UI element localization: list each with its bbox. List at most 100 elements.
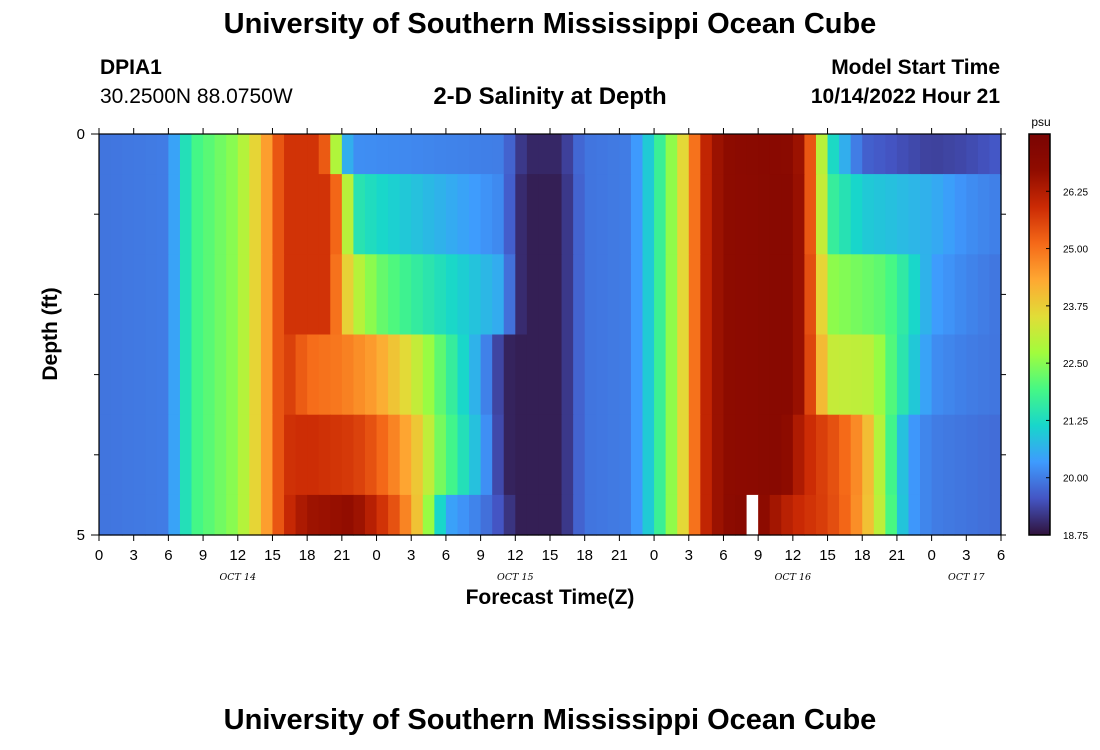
- heatmap-cell: [630, 494, 644, 536]
- heatmap-cell: [688, 414, 701, 496]
- heatmap-cell: [862, 494, 875, 536]
- heatmap-cell: [110, 174, 123, 255]
- heatmap-cell: [526, 134, 540, 175]
- x-tick-label: 9: [199, 547, 207, 564]
- heatmap-cell: [931, 174, 944, 255]
- heatmap-cell: [237, 174, 250, 255]
- heatmap-cell: [665, 494, 678, 536]
- heatmap-cell: [295, 414, 308, 496]
- heatmap-cell: [896, 494, 910, 536]
- heatmap-cell: [538, 494, 551, 536]
- heatmap-cell: [492, 334, 505, 416]
- heatmap-cell: [376, 414, 389, 496]
- heatmap-cell: [642, 414, 655, 496]
- heatmap-cell: [873, 414, 886, 496]
- heatmap-cell: [330, 414, 343, 496]
- heatmap-cell: [908, 334, 921, 416]
- heatmap-cell: [133, 134, 146, 175]
- heatmap-cell: [781, 254, 794, 336]
- heatmap-cell: [122, 334, 135, 416]
- heatmap-cell: [145, 254, 158, 336]
- heatmap-cell: [526, 254, 540, 336]
- x-tick-label: 18: [854, 547, 871, 564]
- heatmap-cell: [677, 254, 690, 336]
- heatmap-cell: [908, 174, 921, 255]
- heatmap-cell: [249, 334, 262, 416]
- heatmap-cell: [434, 334, 447, 416]
- heatmap-cell: [388, 334, 401, 416]
- heatmap-cell: [677, 174, 690, 255]
- heatmap-cell: [341, 134, 355, 175]
- heatmap-cell: [99, 134, 112, 175]
- heatmap-cell: [584, 334, 597, 416]
- heatmap-cell: [411, 174, 424, 255]
- heatmap-cell: [133, 414, 146, 496]
- heatmap-cell: [711, 254, 725, 336]
- heatmap-cell: [422, 134, 435, 175]
- heatmap-cell: [214, 494, 227, 536]
- heatmap-cell: [873, 134, 886, 175]
- heatmap-cell: [249, 134, 262, 175]
- heatmap-cell: [145, 414, 158, 496]
- heatmap-cell: [538, 334, 551, 416]
- heatmap-cell: [226, 254, 239, 336]
- heatmap-cell: [318, 174, 331, 255]
- heatmap-cell: [920, 494, 933, 536]
- heatmap-cell: [341, 494, 355, 536]
- heatmap-cell: [607, 334, 620, 416]
- heatmap-cell: [977, 334, 991, 416]
- heatmap-cell: [758, 334, 771, 416]
- heatmap-cell: [607, 254, 620, 336]
- heatmap-cell: [561, 174, 574, 255]
- heatmap-cell: [434, 174, 447, 255]
- heatmap-cell: [249, 254, 262, 336]
- heatmap-cell: [99, 174, 112, 255]
- heatmap-cell: [839, 414, 852, 496]
- heatmap-cell: [943, 134, 956, 175]
- heatmap-cell: [931, 254, 944, 336]
- heatmap-cell: [954, 134, 967, 175]
- heatmap-cell: [758, 254, 771, 336]
- heatmap-cell: [827, 134, 840, 175]
- heatmap-cell: [179, 334, 193, 416]
- heatmap-cell: [561, 134, 574, 175]
- heatmap-cell: [445, 494, 459, 536]
- heatmap-cell: [260, 174, 274, 255]
- heatmap-cell: [272, 414, 285, 496]
- heatmap-cell: [769, 134, 782, 175]
- colorbar-tick-label: 18.75: [1063, 531, 1088, 542]
- heatmap-cell: [619, 494, 632, 536]
- heatmap-cell: [931, 334, 944, 416]
- heatmap-cell: [642, 134, 655, 175]
- heatmap-cell: [376, 254, 389, 336]
- heatmap-cell: [804, 174, 817, 255]
- heatmap-cell: [654, 334, 667, 416]
- heatmap-cell: [688, 134, 701, 175]
- colorbar-tick-label: 26.25: [1063, 187, 1088, 198]
- heatmap-cell: [896, 254, 910, 336]
- x-tick-label: 12: [229, 547, 246, 564]
- heatmap-cell: [295, 334, 308, 416]
- x-tick-label: 9: [476, 547, 484, 564]
- heatmap-cell: [341, 254, 355, 336]
- heatmap-cell: [191, 414, 204, 496]
- heatmap-cell: [989, 174, 1002, 255]
- heatmap-cell: [168, 414, 181, 496]
- x-tick-label: 15: [819, 547, 836, 564]
- heatmap-cell: [561, 414, 574, 496]
- heatmap-cell: [619, 414, 632, 496]
- heatmap-cell: [735, 134, 748, 175]
- heatmap-cell: [353, 334, 366, 416]
- heatmap-cell: [873, 254, 886, 336]
- heatmap-cell: [654, 174, 667, 255]
- heatmap-cell: [480, 334, 493, 416]
- date-label: OCT 15: [497, 572, 534, 583]
- heatmap-cell: [977, 494, 991, 536]
- heatmap-cell: [411, 254, 424, 336]
- heatmap-cell: [550, 494, 563, 536]
- x-tick-label: 0: [95, 547, 103, 564]
- heatmap-cell: [168, 134, 181, 175]
- heatmap-cell: [295, 254, 308, 336]
- station-coordinates: 30.2500N 88.0750W: [100, 85, 293, 108]
- heatmap-cell: [203, 334, 216, 416]
